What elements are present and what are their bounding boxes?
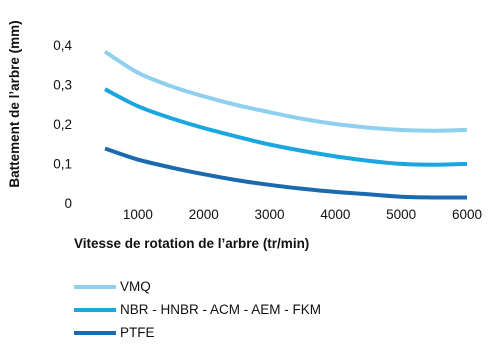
series-line-0 [103,50,468,133]
x-tick-label: 2000 [189,207,219,222]
legend-swatch-nbr [74,307,116,312]
y-tick-label: 0,1 [53,157,72,172]
y-tick-label: 0,4 [53,38,72,53]
legend-label-vmq: VMQ [120,279,151,294]
legend-item-vmq: VMQ [74,276,321,297]
x-axis-title: Vitesse de rotation de l’arbre (tr/min) [74,236,309,251]
series-layer [103,50,468,200]
x-tick-label: 5000 [386,207,416,222]
x-tick-label: 1000 [123,207,153,222]
series-line-2 [104,146,468,200]
y-axis-ticks: 0 0,1 0,2 0,3 0,4 [53,38,72,211]
y-tick-label: 0,3 [53,78,72,93]
y-tick-label: 0,2 [53,117,72,132]
legend-swatch-vmq [74,284,116,289]
legend-label-ptfe: PTFE [120,325,155,340]
legend: VMQ NBR - HNBR - ACM - AEM - FKM PTFE [74,276,321,345]
legend-item-ptfe: PTFE [74,322,321,343]
series-line-1 [104,87,468,167]
line-chart: 0 0,1 0,2 0,3 0,4 1000 2000 3000 4000 5000 6000 B… [7,20,482,251]
y-axis-title: Battement de l’arbre (mm) [7,20,22,187]
x-tick-label: 4000 [320,207,350,222]
legend-label-nbr: NBR - HNBR - ACM - AEM - FKM [120,302,322,317]
y-tick-label: 0 [64,196,72,211]
legend-item-nbr: NBR - HNBR - ACM - AEM - FKM [74,299,321,320]
legend-swatch-ptfe [74,330,116,335]
x-tick-label: 3000 [255,207,285,222]
x-tick-label: 6000 [452,207,482,222]
x-axis-ticks: 1000 2000 3000 4000 5000 6000 [123,207,482,222]
